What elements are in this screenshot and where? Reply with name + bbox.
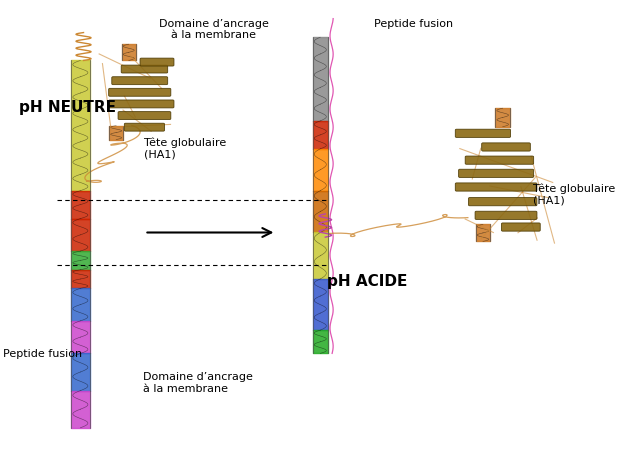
Text: Peptide fusion: Peptide fusion	[3, 349, 82, 359]
Text: Domaine d’ancrage
à la membrane: Domaine d’ancrage à la membrane	[143, 372, 253, 393]
Text: Tête globulaire
(HA1): Tête globulaire (HA1)	[533, 184, 615, 206]
FancyBboxPatch shape	[482, 143, 530, 151]
FancyBboxPatch shape	[468, 198, 537, 206]
FancyBboxPatch shape	[455, 129, 511, 138]
Text: Peptide fusion: Peptide fusion	[374, 19, 453, 29]
FancyBboxPatch shape	[458, 169, 534, 178]
FancyBboxPatch shape	[465, 156, 534, 164]
FancyBboxPatch shape	[118, 112, 171, 120]
FancyBboxPatch shape	[124, 123, 165, 131]
Text: pH ACIDE: pH ACIDE	[327, 274, 407, 289]
FancyBboxPatch shape	[140, 58, 174, 66]
Text: Domaine d’ancrage
à la membrane: Domaine d’ancrage à la membrane	[159, 19, 268, 40]
FancyBboxPatch shape	[109, 100, 174, 108]
FancyBboxPatch shape	[455, 183, 537, 191]
Text: pH NEUTRE: pH NEUTRE	[19, 100, 116, 115]
FancyBboxPatch shape	[501, 223, 540, 231]
FancyBboxPatch shape	[112, 77, 168, 85]
FancyBboxPatch shape	[121, 65, 168, 73]
FancyBboxPatch shape	[475, 211, 537, 219]
FancyBboxPatch shape	[109, 88, 171, 96]
Text: Tête globulaire
(HA1): Tête globulaire (HA1)	[144, 137, 227, 159]
